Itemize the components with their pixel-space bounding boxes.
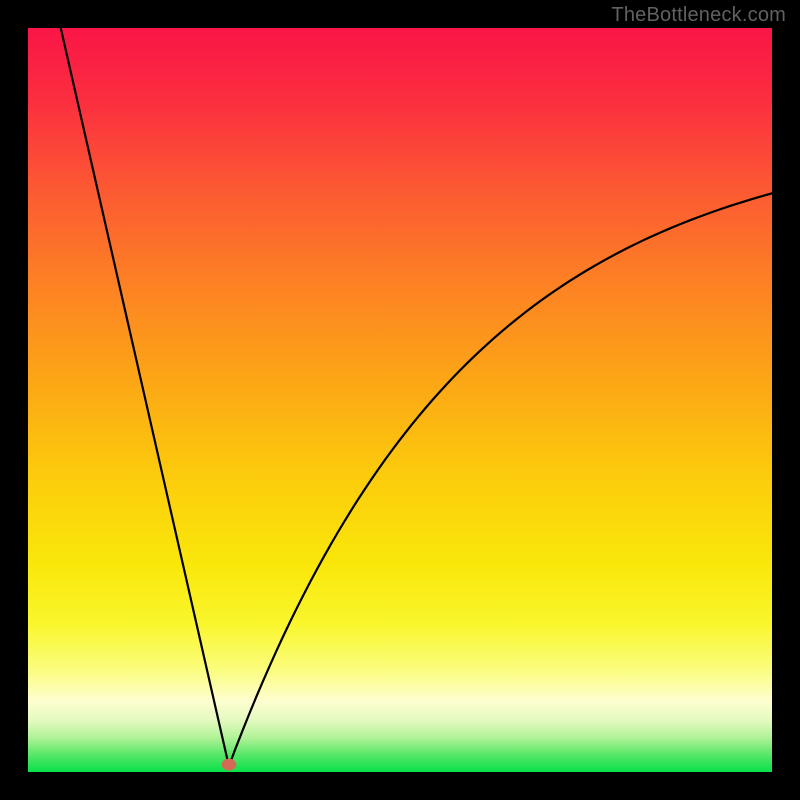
bottleneck-chart xyxy=(28,28,772,772)
chart-background xyxy=(28,28,772,772)
minimum-marker xyxy=(221,759,236,771)
watermark-text: TheBottleneck.com xyxy=(611,4,786,27)
chart-svg xyxy=(28,28,772,772)
